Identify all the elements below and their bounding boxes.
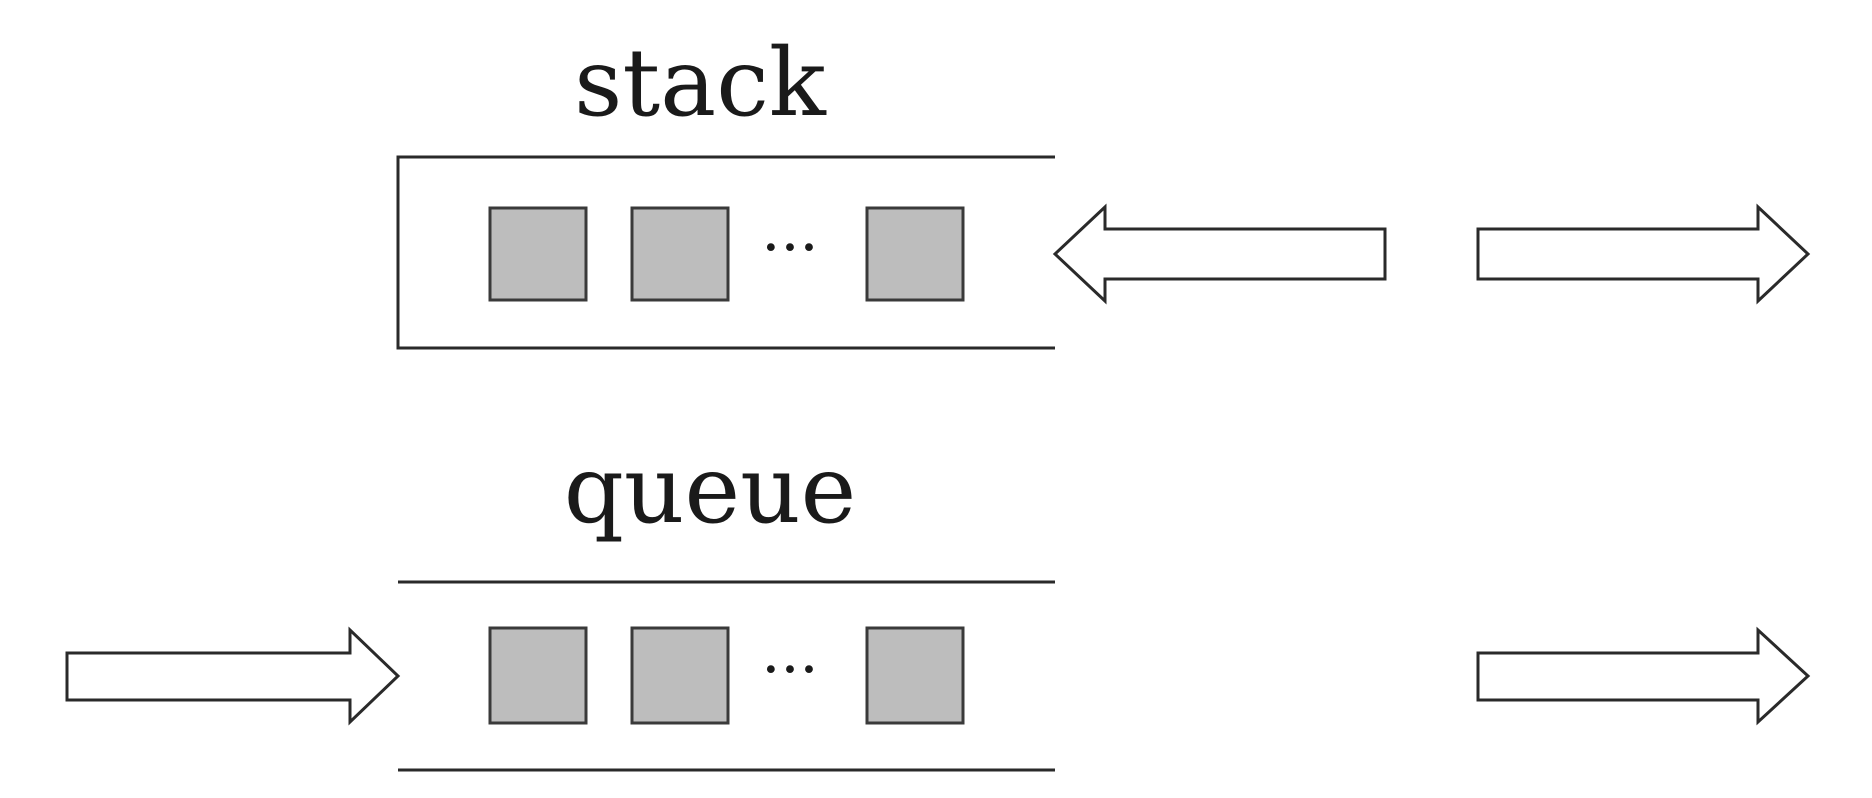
queue-dequeue-arrow-icon bbox=[1478, 630, 1808, 722]
queue-ellipsis: ··· bbox=[761, 635, 818, 705]
stack-group: stack ··· bbox=[398, 29, 1808, 348]
queue-element-2 bbox=[632, 628, 728, 723]
stack-title: stack bbox=[574, 29, 827, 138]
stack-push-arrow-icon bbox=[1055, 207, 1385, 301]
stack-element-last bbox=[867, 208, 963, 300]
queue-group: queue ··· bbox=[67, 436, 1808, 770]
stack-ellipsis: ··· bbox=[761, 213, 818, 283]
queue-element-last bbox=[867, 628, 963, 723]
queue-element-1 bbox=[490, 628, 586, 723]
queue-enqueue-arrow-icon bbox=[67, 630, 398, 722]
queue-title: queue bbox=[564, 436, 857, 545]
stack-element-2 bbox=[632, 208, 728, 300]
stack-pop-arrow-icon bbox=[1478, 207, 1808, 301]
stack-element-1 bbox=[490, 208, 586, 300]
